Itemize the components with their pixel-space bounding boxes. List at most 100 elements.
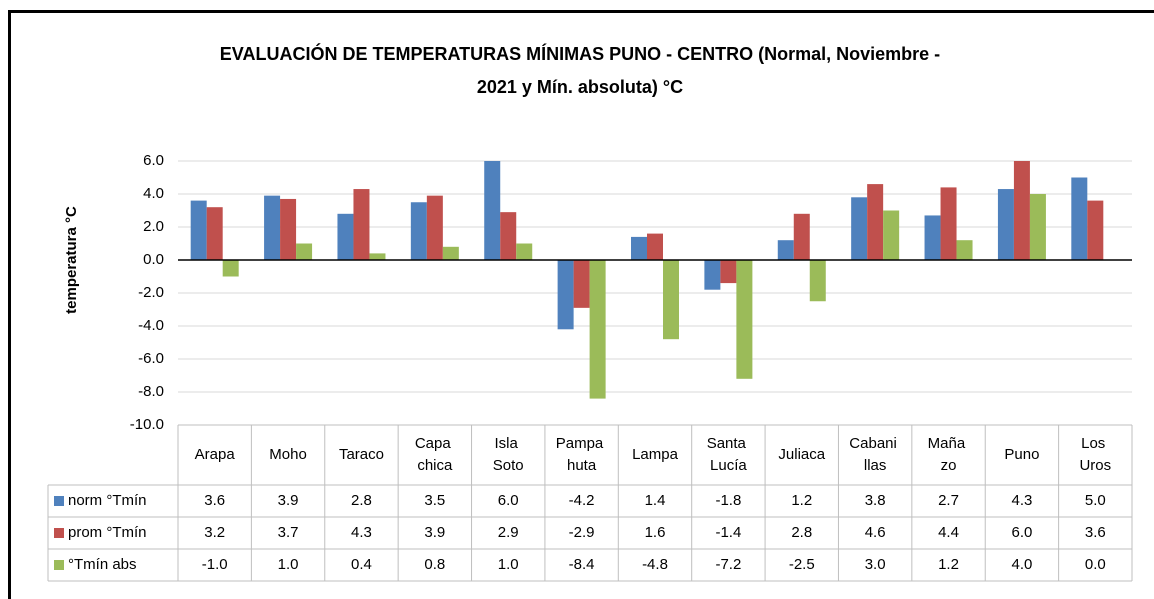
bar xyxy=(647,233,663,260)
bar xyxy=(500,212,517,260)
table-value: 6.0 xyxy=(1011,524,1032,541)
table-value: -1.8 xyxy=(715,492,741,509)
bar xyxy=(924,215,941,260)
table-value: 4.0 xyxy=(1011,556,1032,573)
y-tick-label: -8.0 xyxy=(138,383,164,400)
category-label: Capa chica xyxy=(415,435,455,474)
table-value: -1.0 xyxy=(202,556,228,573)
table-value: 3.2 xyxy=(204,524,225,541)
table-value: 1.0 xyxy=(278,556,299,573)
legend-swatch xyxy=(54,528,64,538)
bar xyxy=(206,207,223,260)
table-value: 1.4 xyxy=(645,492,666,509)
y-tick-label: 4.0 xyxy=(143,185,164,202)
legend-label: °Tmín abs xyxy=(68,556,137,573)
bar xyxy=(956,240,973,260)
table-value: -2.5 xyxy=(789,556,815,573)
bar xyxy=(940,187,957,260)
table-value: -2.9 xyxy=(569,524,595,541)
table-value: 2.9 xyxy=(498,524,519,541)
y-tick-label: 6.0 xyxy=(143,152,164,169)
category-label: Santa Lucía xyxy=(707,435,750,474)
table-value: -7.2 xyxy=(715,556,741,573)
bar xyxy=(1013,161,1030,260)
table-value: 3.9 xyxy=(424,524,445,541)
bar xyxy=(484,161,501,260)
bar xyxy=(573,260,590,308)
bar xyxy=(557,260,574,330)
bar xyxy=(809,260,826,302)
category-label: Taraco xyxy=(339,446,384,463)
chart-title: 2021 y Mín. absoluta) °C xyxy=(477,77,683,97)
bar xyxy=(280,198,297,260)
bar xyxy=(851,197,868,260)
y-tick-label: -6.0 xyxy=(138,350,164,367)
table-value: 1.2 xyxy=(938,556,959,573)
y-tick-label: -4.0 xyxy=(138,317,164,334)
bar xyxy=(516,243,533,260)
table-value: 0.4 xyxy=(351,556,372,573)
category-label: Isla Soto xyxy=(493,435,524,474)
table-value: 0.8 xyxy=(424,556,445,573)
table-value: 1.2 xyxy=(791,492,812,509)
category-label: Lampa xyxy=(632,446,679,463)
y-tick-label: -10.0 xyxy=(130,416,164,433)
category-label: Arapa xyxy=(195,446,236,463)
bar xyxy=(720,260,737,284)
y-tick-label: 0.0 xyxy=(143,251,164,268)
legend-label: norm °Tmín xyxy=(68,492,147,509)
category-label: Los Uros xyxy=(1079,435,1111,474)
table-value: 1.6 xyxy=(645,524,666,541)
legend-swatch xyxy=(54,496,64,506)
table-value: -4.8 xyxy=(642,556,668,573)
table-value: 3.6 xyxy=(1085,524,1106,541)
category-label: Moho xyxy=(269,446,307,463)
table-value: 3.7 xyxy=(278,524,299,541)
bar xyxy=(442,246,459,260)
y-tick-label: -2.0 xyxy=(138,284,164,301)
bar xyxy=(222,260,239,277)
table-value: -8.4 xyxy=(569,556,595,573)
bar xyxy=(296,243,313,260)
table-value: 3.0 xyxy=(865,556,886,573)
y-tick-label: 2.0 xyxy=(143,218,164,235)
table-value: 1.0 xyxy=(498,556,519,573)
bar xyxy=(589,260,606,399)
bar xyxy=(736,260,753,379)
table-value: 2.8 xyxy=(791,524,812,541)
y-axis-label: temperatura °C xyxy=(63,206,80,314)
table-value: 4.4 xyxy=(938,524,959,541)
table-value: 3.5 xyxy=(424,492,445,509)
bar xyxy=(704,260,721,290)
bar xyxy=(867,184,884,260)
bar xyxy=(883,210,900,260)
bar xyxy=(264,195,281,260)
table-value: 0.0 xyxy=(1085,556,1106,573)
table-value: 4.3 xyxy=(1011,492,1032,509)
table-value: 2.8 xyxy=(351,492,372,509)
bar xyxy=(369,253,386,260)
bar xyxy=(190,200,207,260)
category-label: Pampa huta xyxy=(556,435,608,474)
bar xyxy=(337,213,354,260)
table-value: 4.6 xyxy=(865,524,886,541)
bar xyxy=(426,195,443,260)
bar xyxy=(631,236,647,260)
table-value: 5.0 xyxy=(1085,492,1106,509)
bar xyxy=(1029,194,1046,260)
bar xyxy=(1071,177,1088,260)
bar xyxy=(777,240,794,260)
table-value: 3.9 xyxy=(278,492,299,509)
category-label: Cabani llas xyxy=(849,435,901,474)
bar xyxy=(793,213,810,260)
table-value: 2.7 xyxy=(938,492,959,509)
bar xyxy=(1087,200,1104,260)
category-label: Puno xyxy=(1004,446,1039,463)
legend-label: prom °Tmín xyxy=(68,524,147,541)
chart-frame xyxy=(8,10,1154,599)
table-value: 4.3 xyxy=(351,524,372,541)
bar xyxy=(997,189,1014,260)
legend-swatch xyxy=(54,560,64,570)
